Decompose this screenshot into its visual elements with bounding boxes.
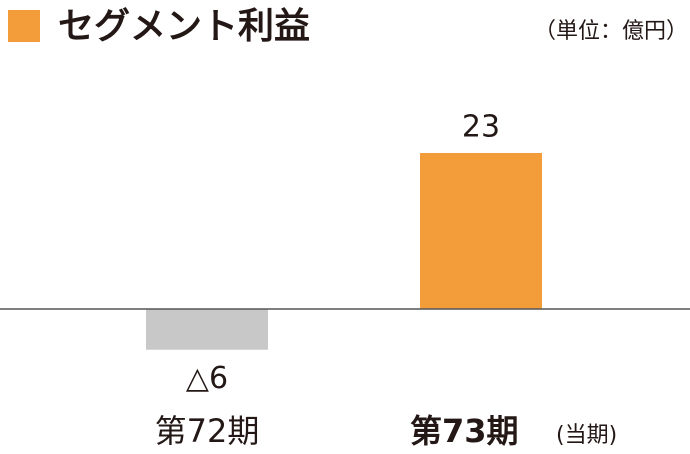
bar xyxy=(420,153,542,310)
value-label: 23 xyxy=(462,110,500,145)
value-label: △6 xyxy=(186,361,228,396)
x-tick-label: 第73期 xyxy=(410,412,519,450)
bar xyxy=(146,309,268,350)
unit-label: （単位：億円） xyxy=(534,19,688,44)
title-marker xyxy=(8,10,40,42)
chart-title: セグメント利益 xyxy=(58,6,310,47)
category-note: (当期) xyxy=(556,423,617,448)
x-tick-label: 第72期 xyxy=(155,412,260,450)
